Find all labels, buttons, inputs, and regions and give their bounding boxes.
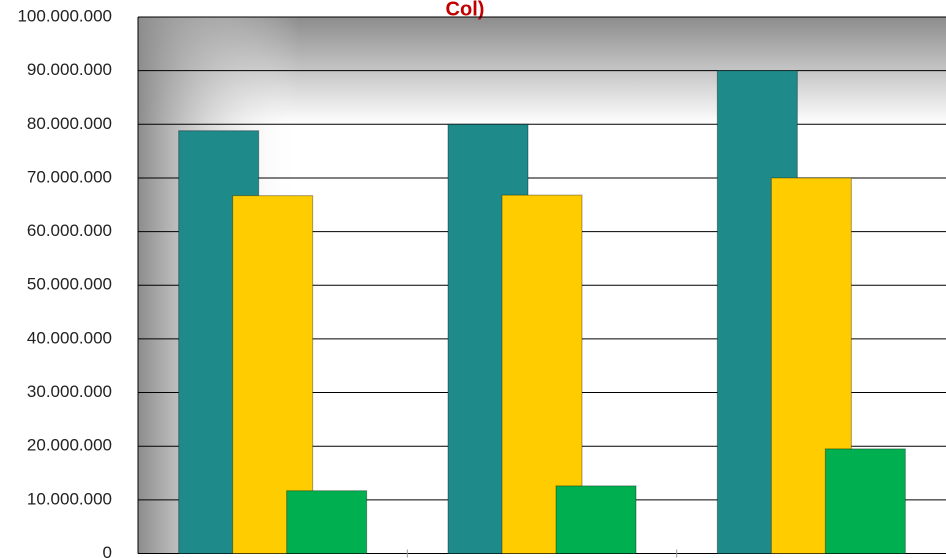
y-tick-label: 50.000.000	[27, 275, 112, 294]
y-tick-label: 10.000.000	[27, 489, 112, 508]
y-tick-label: 0	[103, 543, 112, 558]
y-tick-label: 40.000.000	[27, 328, 112, 347]
bar	[824, 448, 906, 555]
bar	[286, 490, 368, 554]
y-tick-label: 70.000.000	[27, 167, 112, 186]
chart-title: Col)	[446, 0, 485, 20]
y-tick-label: 20.000.000	[27, 436, 112, 455]
y-tick-label: 90.000.000	[27, 60, 112, 79]
bar	[555, 485, 637, 554]
y-tick-label: 80.000.000	[27, 114, 112, 133]
y-tick-label: 30.000.000	[27, 382, 112, 401]
y-tick-label: 60.000.000	[27, 221, 112, 240]
y-tick-label: 100.000.000	[17, 6, 112, 25]
